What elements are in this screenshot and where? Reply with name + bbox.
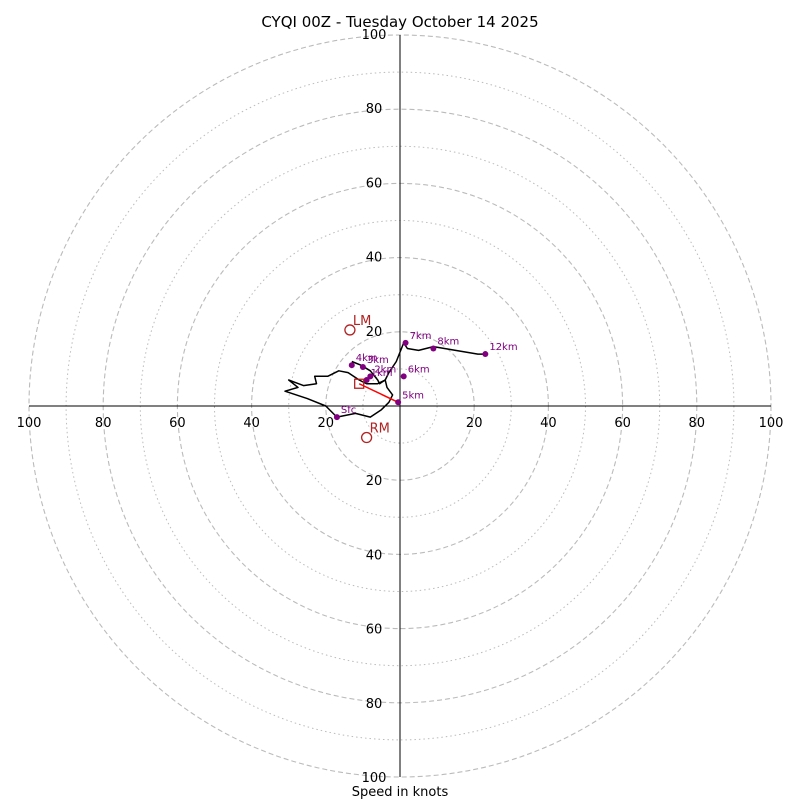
level-label-8km: 8km: [437, 336, 459, 347]
level-dot-3km: [359, 364, 366, 371]
level-label-5km: 5km: [402, 390, 424, 401]
level-dot-4km: [348, 362, 355, 369]
tick-label-north: 100: [362, 28, 387, 43]
tick-label-west: 60: [169, 416, 186, 431]
tick-label-east: 80: [689, 416, 706, 431]
left-mover-marker: [344, 324, 356, 336]
level-dot-6km: [400, 373, 407, 380]
tick-label-east: 40: [540, 416, 557, 431]
level-label-1km: 1km: [371, 368, 393, 379]
hodograph-line-lower: [284, 370, 394, 418]
tick-label-north: 20: [366, 325, 383, 340]
level-dot-7km: [402, 339, 409, 346]
level-dot-sfc: [333, 414, 340, 421]
hodograph-line-upper: [351, 342, 486, 385]
level-dot-2km: [367, 373, 374, 380]
hodograph-trace: [284, 342, 486, 418]
level-dot-5km: [395, 399, 402, 406]
level-label-4km: 4km: [356, 353, 378, 364]
tick-label-west: 100: [17, 416, 42, 431]
tick-label-west: 80: [95, 416, 112, 431]
level-label-sfc: Sfc: [341, 405, 356, 416]
tick-label-south: 100: [362, 771, 387, 786]
level-dot-12km: [482, 351, 489, 358]
level-dot-8km: [430, 345, 437, 352]
axes: [29, 35, 771, 777]
tick-label-east: 100: [759, 416, 784, 431]
tick-label-north: 40: [366, 251, 383, 266]
right-mover-marker: [360, 431, 373, 444]
tick-label-south: 20: [366, 474, 383, 489]
tick-label-east: 60: [614, 416, 631, 431]
tick-label-east: 20: [466, 416, 483, 431]
tick-label-west: 20: [318, 416, 335, 431]
level-label-2km: 2km: [374, 364, 396, 375]
tick-labels: 20 20 20 20 40 40 40 40 60 60 60 60 80 80 80 80 100 100 10…: [17, 28, 784, 786]
level-label-7km: 7km: [410, 331, 432, 342]
right-mover-label: RM: [370, 422, 390, 437]
mean-wind-marker: [354, 378, 365, 389]
storm-motion-markers: LM RM: [344, 314, 390, 444]
left-mover-label: LM: [353, 314, 371, 329]
level-label-3km: 3km: [367, 355, 389, 366]
level-label-6km: 6km: [408, 364, 430, 375]
tick-label-north: 60: [366, 176, 383, 191]
tick-label-south: 80: [366, 697, 383, 712]
level-label-12km: 12km: [489, 342, 517, 353]
level-dot-1km: [363, 377, 370, 384]
tick-label-south: 40: [366, 548, 383, 563]
chart-title: CYQI 00Z - Tuesday October 14 2025: [261, 13, 538, 31]
x-axis-label: Speed in knots: [352, 785, 449, 800]
shear-vector: [358, 383, 399, 403]
tick-label-west: 40: [243, 416, 260, 431]
tick-label-north: 80: [366, 102, 383, 117]
tick-label-south: 60: [366, 623, 383, 638]
